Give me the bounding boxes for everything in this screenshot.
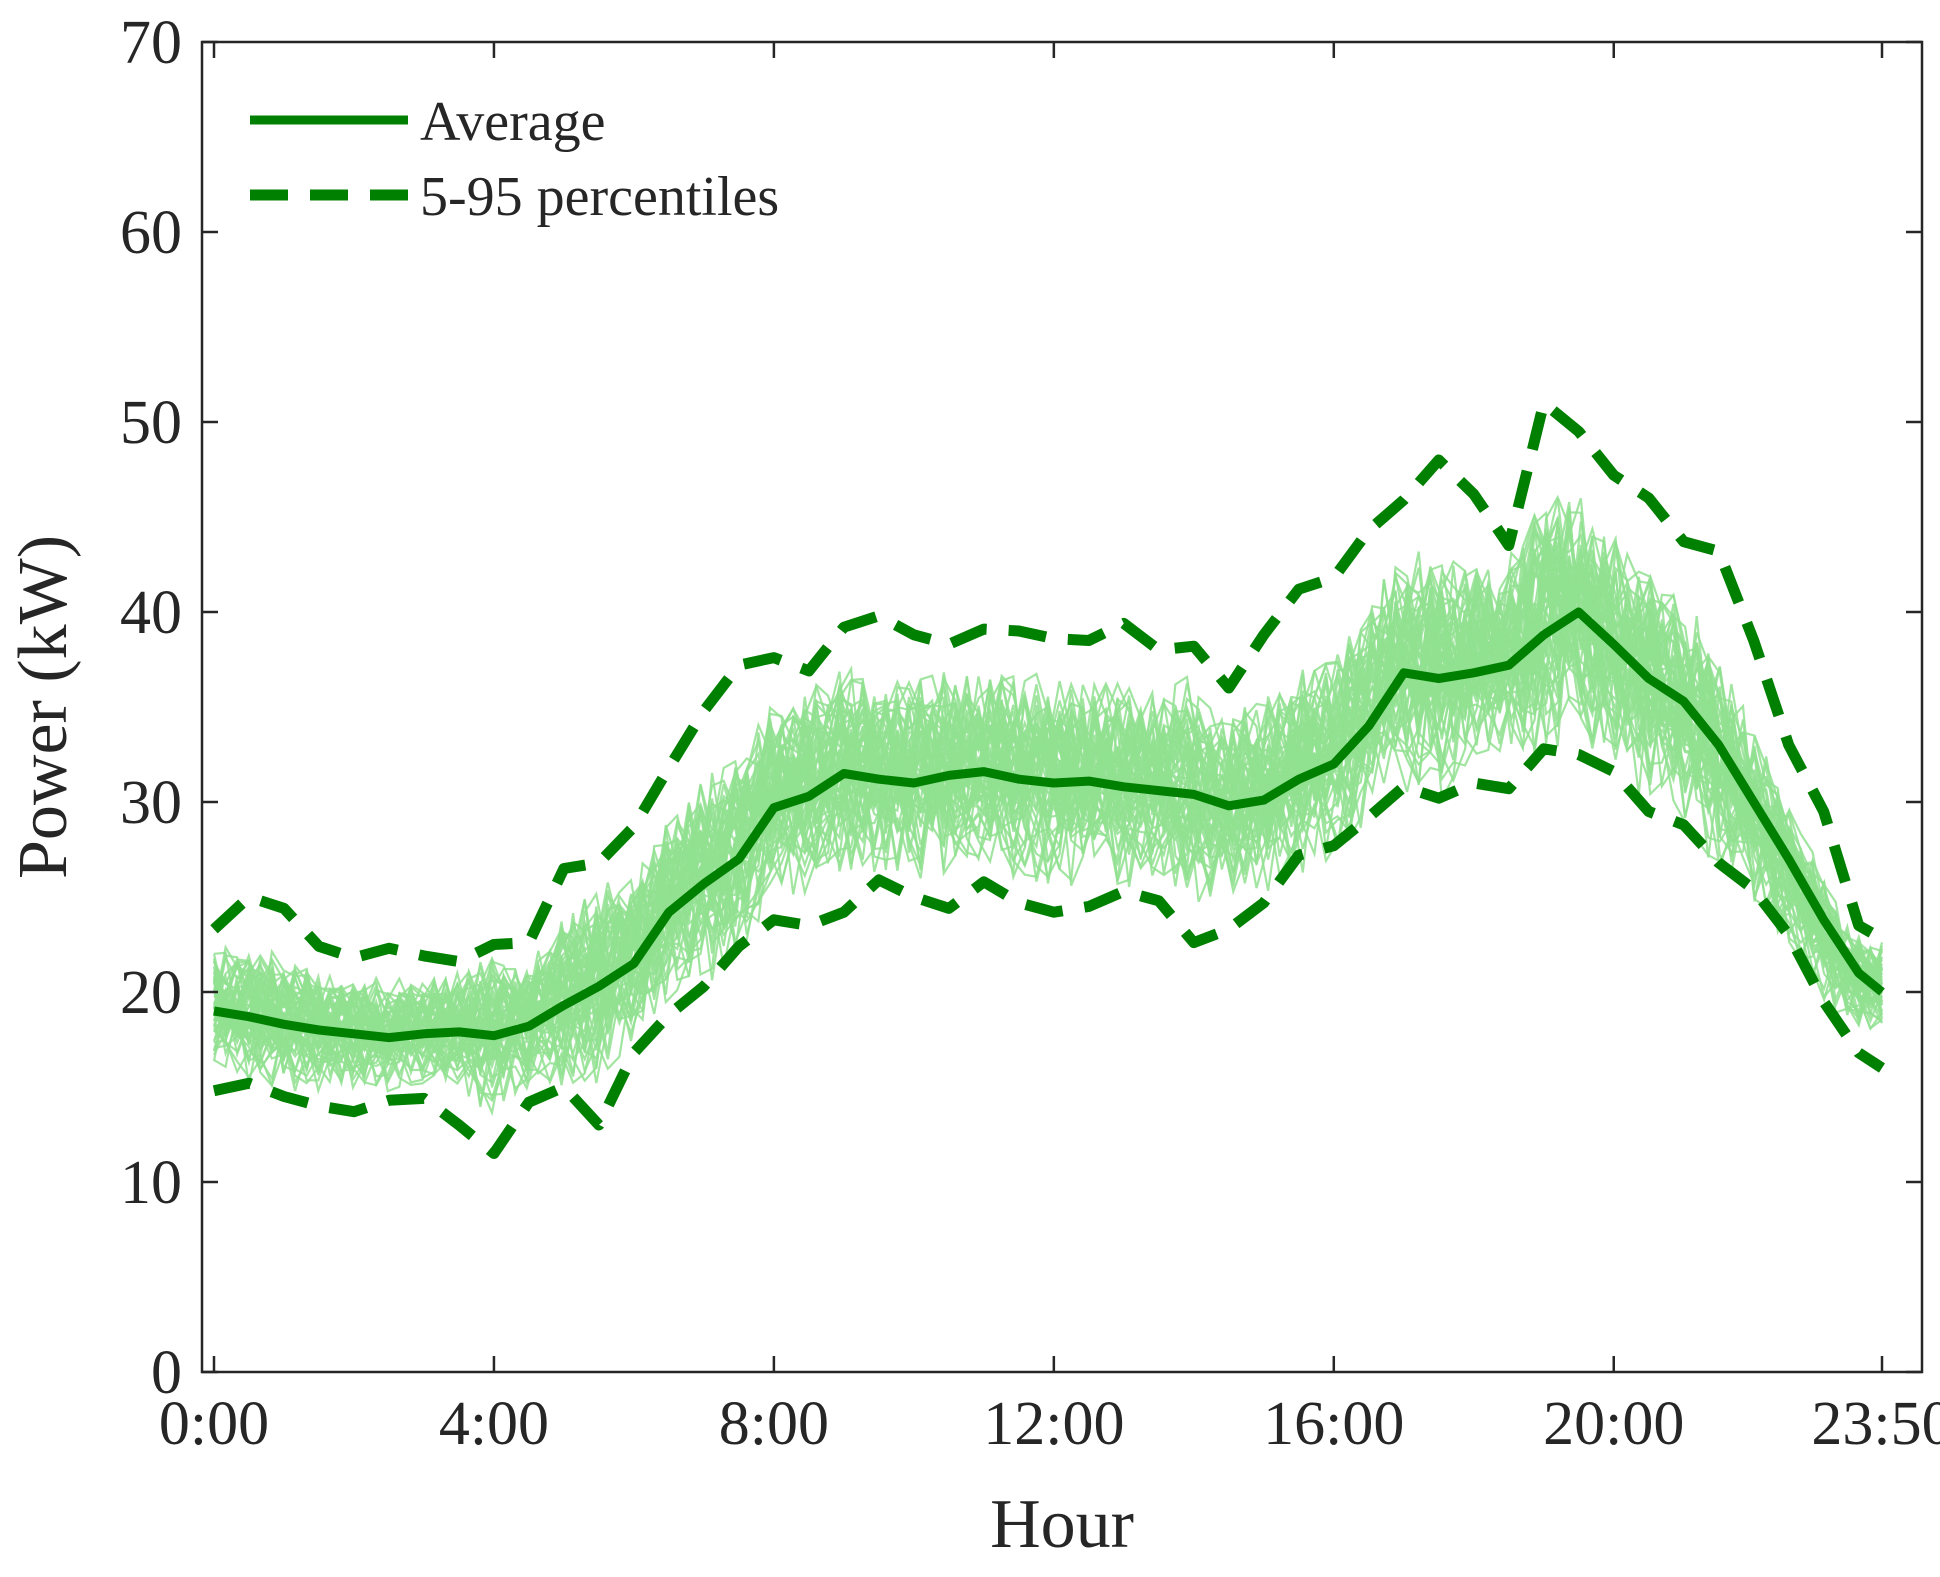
series-line-average xyxy=(213,607,1885,1043)
scenario-line xyxy=(212,605,1883,1096)
x-tick-label: 23:50 xyxy=(1811,1390,1940,1458)
scenario-line xyxy=(212,507,1883,1045)
y-tick-label: 60 xyxy=(120,199,182,267)
legend: Average 5-95 percentiles xyxy=(250,91,779,228)
series-line-upper-percentile xyxy=(210,397,1885,968)
x-tick-label: 16:00 xyxy=(1263,1390,1404,1458)
y-tick-label: 30 xyxy=(120,769,182,837)
plot-frame xyxy=(200,40,1924,1374)
x-tick-label: 0:00 xyxy=(159,1390,269,1458)
axis-ticks: 0:00 4:00 8:00 12:00 16:00 20:00 23:50 0 10 20 30 4… xyxy=(120,9,1940,1458)
series-lines xyxy=(210,397,1886,1159)
legend-label-percentiles: 5-95 percentiles xyxy=(420,166,779,228)
y-tick-label: 0 xyxy=(151,1339,182,1407)
x-tick-label: 12:00 xyxy=(983,1390,1124,1458)
series-line-lower-percentile xyxy=(212,743,1886,1159)
scenario-line xyxy=(212,570,1883,1064)
x-tick-label: 8:00 xyxy=(719,1390,829,1458)
scenario-lines xyxy=(212,494,1884,1117)
y-tick-label: 70 xyxy=(120,9,182,77)
y-tick-label: 40 xyxy=(120,579,182,647)
scenario-line xyxy=(213,555,1883,1080)
scenario-line xyxy=(213,611,1883,1088)
y-tick-label: 50 xyxy=(120,389,182,457)
y-axis-label: Power (kW) xyxy=(5,535,82,879)
scenario-line xyxy=(213,559,1884,1074)
x-tick-label: 20:00 xyxy=(1543,1390,1684,1458)
x-tick-label: 4:00 xyxy=(439,1390,549,1458)
scenario-line xyxy=(212,584,1883,1072)
legend-label-average: Average xyxy=(420,91,606,153)
y-tick-label: 10 xyxy=(120,1149,182,1217)
x-axis-label: Hour xyxy=(990,1486,1134,1563)
y-tick-label: 20 xyxy=(120,959,182,1027)
